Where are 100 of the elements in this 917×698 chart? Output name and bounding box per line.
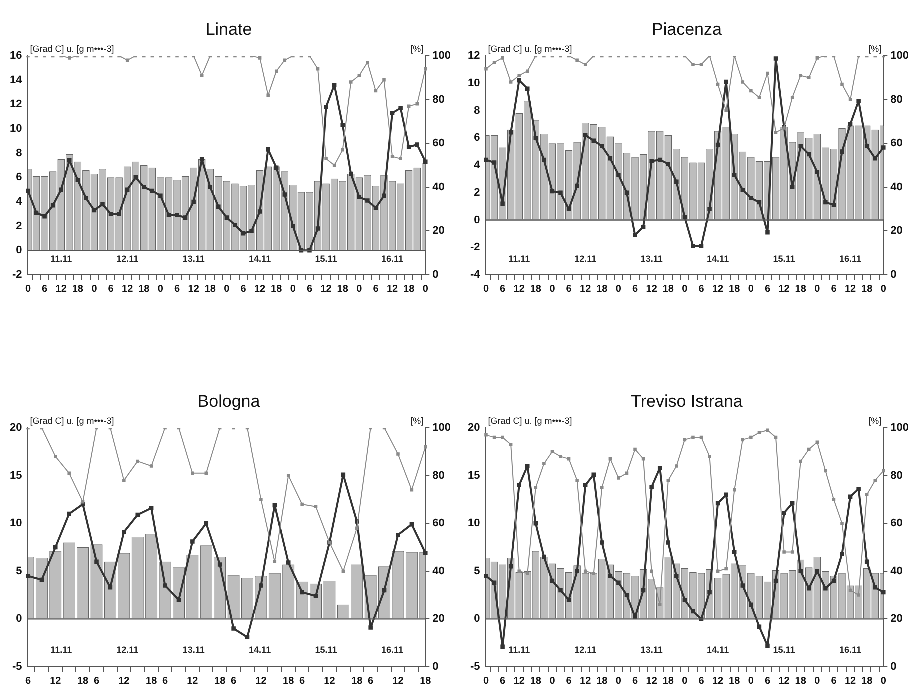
y2-axis-title: [%] (410, 416, 424, 426)
annotation: 14.11 (249, 254, 272, 264)
x-tick-label: 6 (174, 284, 180, 295)
x-tick-label: 6 (42, 284, 48, 295)
x-tick-label: 12 (187, 676, 199, 687)
x-tick-label: 6 (373, 284, 380, 295)
annotation: 13.11 (640, 644, 663, 655)
x-tick-label: 12 (50, 676, 62, 687)
x-tick-label: 18 (662, 676, 674, 687)
y-tick-label: 2 (474, 186, 480, 199)
x-tick-label: 12 (324, 676, 336, 687)
x-tick-label: 12 (844, 676, 857, 687)
annotation: 11.11 (508, 254, 530, 264)
y2-tick-label: 0 (432, 661, 439, 674)
y-tick-label: -4 (470, 269, 482, 282)
y2-axis-title: [%] (868, 44, 882, 54)
x-tick-label: 18 (420, 676, 432, 687)
y-tick-label: 8 (16, 147, 22, 160)
x-tick-label: 18 (404, 284, 416, 295)
x-tick-label: 0 (814, 284, 821, 295)
annotation: 13.11 (182, 644, 205, 655)
y-tick-label: 12 (10, 98, 22, 111)
x-tick-label: 12 (514, 676, 526, 687)
annotation: 15.11 (773, 254, 796, 264)
x-tick-label: 0 (550, 284, 556, 295)
x-tick-label: 12 (386, 284, 399, 295)
annotation: 12.11 (116, 254, 139, 264)
annotation: 15.11 (315, 644, 338, 655)
y-tick-label: 5 (16, 565, 22, 578)
x-tick-label: 6 (566, 284, 572, 295)
y-tick-label: 5 (474, 565, 480, 578)
y-tick-label: 0 (16, 244, 22, 257)
y2-tick-label: 100 (432, 422, 452, 434)
x-tick-label: 12 (778, 676, 790, 687)
x-tick-label: 18 (352, 676, 364, 687)
y-axis-title: [Grad C] u. [g m•••-3] (30, 44, 114, 54)
x-tick-label: 18 (729, 284, 741, 295)
x-tick-label: 18 (596, 284, 608, 295)
y-tick-label: 0 (16, 613, 22, 626)
annotation: 13.11 (182, 254, 205, 264)
y-tick-label: 10 (468, 518, 480, 530)
chart-title: Linate (204, 19, 254, 41)
annotation: 16.11 (840, 254, 862, 264)
y-tick-label: 4 (16, 196, 24, 208)
x-tick-label: 18 (729, 676, 741, 687)
y-tick-label: 14 (10, 74, 24, 86)
y2-tick-label: 0 (890, 269, 897, 282)
x-tick-label: 6 (94, 676, 100, 687)
x-tick-label: 12 (320, 284, 332, 295)
y2-tick-label: 60 (432, 138, 445, 150)
x-tick-label: 0 (682, 284, 688, 295)
x-tick-label: 18 (146, 676, 158, 687)
annotation: 12.11 (574, 644, 597, 655)
x-tick-label: 18 (795, 284, 807, 295)
y2-axis-title: [%] (410, 44, 424, 54)
annotation: 15.11 (773, 644, 796, 655)
x-tick-label: 12 (188, 284, 200, 295)
x-tick-label: 6 (300, 676, 306, 687)
y-tick-label: 6 (16, 172, 22, 184)
y-tick-label: 10 (10, 518, 22, 530)
x-tick-label: 0 (814, 676, 821, 687)
y-tick-label: 15 (10, 470, 22, 482)
annotation: 12.11 (574, 254, 597, 264)
y-tick-label: 0 (474, 613, 480, 626)
x-tick-label: 6 (764, 676, 771, 687)
x-tick-label: 18 (337, 284, 349, 295)
x-tick-label: 0 (290, 284, 296, 295)
x-tick-label: 12 (56, 284, 68, 295)
x-tick-label: 18 (530, 676, 542, 687)
x-tick-label: 12 (118, 676, 130, 687)
y2-tick-label: 40 (432, 181, 445, 194)
x-tick-label: 6 (831, 676, 838, 687)
y-axis-title: [Grad C] u. [g m•••-3] (488, 44, 572, 54)
x-tick-label: 18 (530, 284, 542, 295)
y-tick-label: 8 (474, 104, 480, 117)
x-tick-label: 6 (831, 284, 838, 295)
y2-tick-label: 20 (890, 613, 903, 626)
x-tick-label: 6 (500, 284, 506, 295)
x-tick-label: 0 (422, 284, 429, 295)
y-tick-label: -5 (12, 661, 22, 674)
annotation: 15.11 (315, 254, 338, 264)
y-tick-label: 0 (474, 214, 480, 226)
x-tick-label: 0 (483, 284, 490, 295)
x-tick-label: 6 (231, 676, 238, 687)
x-tick-label: 18 (72, 284, 84, 295)
x-tick-label: 0 (748, 284, 754, 295)
x-tick-label: 0 (616, 284, 622, 295)
x-tick-label: 0 (682, 676, 688, 687)
y-axis-title: [Grad C] u. [g m•••-3] (30, 416, 114, 426)
x-tick-label: 6 (632, 676, 638, 687)
y2-tick-label: 0 (890, 661, 897, 674)
y-tick-label: 10 (10, 123, 22, 136)
x-tick-label: 0 (748, 676, 754, 687)
y2-tick-label: 100 (890, 50, 910, 62)
y-tick-label: 16 (10, 50, 22, 62)
x-tick-label: 12 (514, 284, 526, 295)
y2-tick-label: 20 (432, 225, 445, 238)
y-tick-label: 4 (474, 160, 482, 172)
x-tick-label: 18 (283, 676, 295, 687)
y2-tick-label: 20 (890, 225, 903, 238)
